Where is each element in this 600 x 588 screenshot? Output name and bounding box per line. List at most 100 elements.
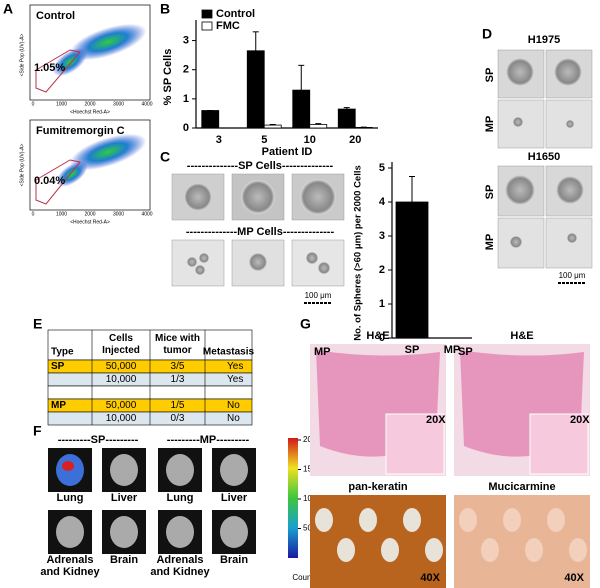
cell	[306, 252, 318, 264]
table: Type Cells Injected Mice with tumor Metastasi…	[47, 329, 255, 426]
bar	[309, 124, 328, 129]
x-tick-label: 10	[304, 134, 316, 146]
y-axis-label: <Side Pop (UV)-A>	[19, 34, 25, 77]
x-tick-label: 4000	[141, 211, 152, 217]
x-tick-label: 4000	[141, 101, 152, 107]
y-tick-label: 5	[379, 162, 385, 174]
group-header: --------------SP Cells--------------	[187, 160, 334, 172]
y-tick-label: 2	[379, 264, 385, 276]
bar	[246, 50, 265, 129]
table-cell: 10,000	[106, 374, 137, 385]
organ	[110, 516, 138, 548]
cell-cluster	[315, 508, 333, 532]
x-tick-label: 3000	[113, 101, 124, 107]
cell-cluster	[547, 508, 565, 532]
cell	[513, 117, 523, 127]
bar	[263, 124, 282, 129]
organ-label: Adrenals and Kidney	[40, 554, 100, 578]
organ-label: Liver	[221, 492, 248, 504]
panel-letter: G	[300, 316, 311, 332]
sphere	[505, 175, 535, 205]
sphere	[554, 58, 582, 86]
y-axis-label: No. of Spheres (>60 μm) per 2000 Cells	[353, 165, 364, 341]
x-tick-label: MP	[444, 344, 461, 356]
flow-plot	[29, 119, 151, 211]
organ-label: Brain	[110, 554, 138, 566]
cell	[567, 233, 577, 243]
group-header: --------------MP Cells--------------	[186, 226, 335, 238]
panel-letter: C	[160, 149, 170, 165]
y-tick-label: 1	[379, 298, 385, 310]
histology-panel: H&E MP 20X H&E SP 20X pan-keratin 40X Mucicarmin…	[310, 330, 590, 588]
imaging-panel: ---------SP--------- Lung Liver Adrenals and…	[40, 434, 256, 578]
sample-tag: SP	[458, 346, 473, 358]
sphere	[556, 176, 584, 204]
organ	[220, 516, 248, 548]
table-cell: 1/3	[171, 374, 185, 385]
stain-title: H&E	[366, 330, 389, 342]
density	[69, 133, 147, 171]
x-tick-label: 5	[261, 134, 267, 146]
plot-label: Fumitremorgin C	[36, 125, 125, 137]
cell-line-title: H1975	[528, 34, 560, 46]
magnification: 40X	[564, 572, 584, 584]
signal	[62, 461, 74, 471]
gate	[35, 159, 81, 205]
legend-swatch	[201, 21, 213, 31]
column-header: Type	[51, 347, 74, 358]
colorbar-tick-label: 500	[303, 524, 317, 533]
sphere	[506, 58, 534, 86]
cell	[199, 253, 209, 263]
x-tick-label: 1000	[56, 211, 67, 217]
micrograph	[171, 239, 225, 287]
stain-title: H&E	[510, 330, 533, 342]
inset	[385, 413, 445, 475]
sphere	[184, 183, 212, 211]
organ	[110, 454, 138, 486]
y-tick-label: 4	[379, 196, 386, 208]
x-tick-label: SP	[405, 344, 420, 356]
x-tick-label: 2000	[84, 101, 95, 107]
organ	[166, 516, 194, 548]
x-axis-label: Patient ID	[262, 146, 313, 158]
x-tick-label: 1000	[56, 101, 67, 107]
micrographs	[171, 173, 345, 221]
column-header: Mice with tumor	[155, 333, 200, 356]
bar	[292, 89, 311, 129]
bar	[337, 108, 356, 129]
y-tick-label: 3	[183, 34, 189, 46]
magnification: 40X	[420, 572, 440, 584]
inset	[529, 413, 589, 475]
x-axis-label: <Hoechst Red-A>	[70, 219, 110, 225]
cell	[249, 253, 267, 271]
density	[69, 23, 147, 61]
table-cell: 0/3	[171, 413, 185, 424]
panel-letter: E	[33, 316, 42, 332]
row-label: MP	[484, 116, 496, 133]
x-tick-label: 2000	[84, 211, 95, 217]
scale-label: 100 μm	[559, 271, 586, 280]
row-type: SP	[51, 361, 65, 372]
legend-label: FMC	[216, 20, 240, 32]
colorbar	[288, 438, 298, 558]
gate	[35, 49, 81, 93]
cell	[510, 236, 522, 248]
x-axis-label: <Hoechst Red-A>	[70, 109, 110, 115]
micrograph	[545, 217, 593, 269]
legend-label: Control	[216, 8, 255, 20]
micrographs	[497, 165, 593, 269]
organ-label: Lung	[57, 492, 84, 504]
row-type: MP	[51, 400, 66, 411]
micrographs	[497, 49, 593, 149]
gate-percent: 0.04%	[34, 175, 65, 187]
y-tick-label: 3	[379, 230, 385, 242]
table-cell: 50,000	[106, 400, 137, 411]
column-header: Cells Injected	[102, 333, 140, 356]
x-tick-label: 3000	[113, 211, 124, 217]
sample-tag: MP	[314, 346, 331, 358]
cell-cluster	[503, 508, 521, 532]
micrographs	[171, 239, 345, 287]
flow-plot	[29, 4, 151, 101]
table-cell: No	[227, 413, 240, 424]
panel-letter: D	[482, 26, 492, 42]
